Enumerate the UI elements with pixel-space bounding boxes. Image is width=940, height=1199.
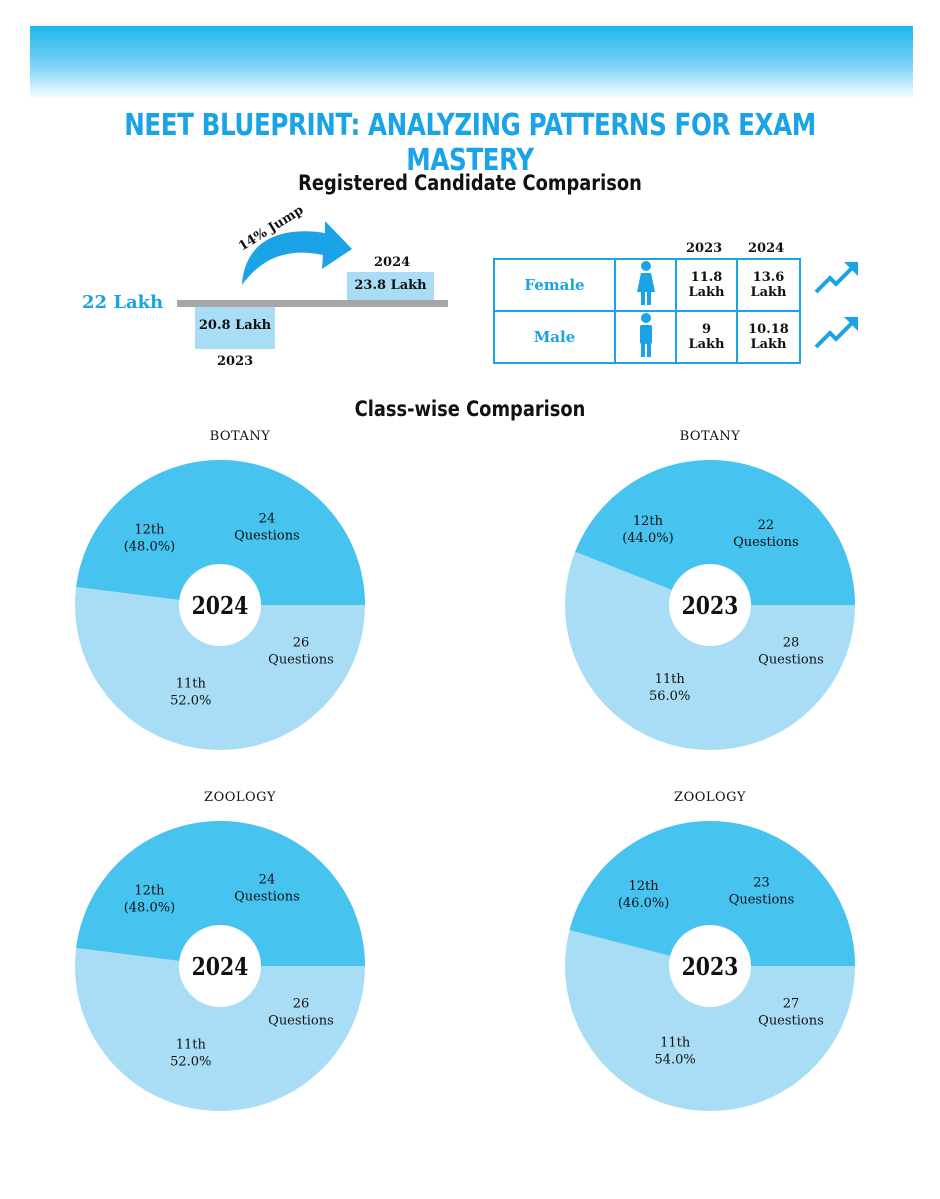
female-2024-value: 13.6 Lakh [736,258,801,312]
chart-title-zoology-2023: ZOOLOGY [674,790,746,805]
pie-chart-botany-2023: 2023 22 Questions 12th (44.0%) 28 Questions 11t… [565,459,855,750]
slice-12th [575,459,855,605]
questions-label-12th: 24 Questions [234,512,300,544]
center-year-label: 2023 [682,953,739,981]
class-label-12th: 12th (48.0%) [124,522,175,554]
class-label-11th: 11th 56.0% [649,672,690,704]
questions-label-11th: 27 Questions [758,997,824,1029]
class-label-11th: 11th 52.0% [170,1037,211,1069]
gender-table: Female 11.8 Lakh 13.6 Lakh Male 9 Lakh 1… [493,258,801,364]
bar-2023-value: 20.8 Lakh [198,318,272,333]
classwise-section-title: Class-wise Comparison [354,397,586,421]
questions-label-12th: 22 Questions [733,518,799,550]
male-2023-value: 9 Lakh [675,310,738,364]
row-label-female: Female [493,258,616,312]
donut-hole [669,925,751,1007]
questions-label-11th: 26 Questions [268,997,334,1029]
slice-12th [569,821,855,966]
gender-header-2024: 2024 [748,241,785,256]
questions-label-12th: 24 Questions [234,873,300,905]
class-label-12th: 12th (44.0%) [622,514,673,546]
header-banner [30,26,913,100]
male-2024-value: 10.18 Lakh [736,310,801,364]
table-row: Female 11.8 Lakh 13.6 Lakh [493,258,801,312]
bar-2023-year: 2023 [217,354,254,369]
table-row: Male 9 Lakh 10.18 Lakh [493,310,801,364]
bar-2023: 20.8 Lakh [195,307,275,349]
donut-hole [179,564,261,646]
baseline-line [177,300,448,307]
baseline-label: 22 Lakh [82,292,164,313]
center-year-label: 2023 [682,592,739,620]
class-label-11th: 11th 54.0% [654,1035,695,1067]
slice-12th [76,820,365,966]
chart-title-botany-2024: BOTANY [209,429,271,444]
trend-up-icon [814,317,858,349]
center-year-label: 2024 [192,592,249,620]
bar-2024: 23.8 Lakh [347,272,434,300]
male-icon [614,310,677,364]
class-label-11th: 11th 52.0% [170,676,211,708]
female-icon [614,258,677,312]
pie-chart-zoology-2023: 2023 23 Questions 12th (46.0%) 27 Questions 11t… [565,821,855,1111]
row-label-male: Male [493,310,616,364]
donut-hole [669,564,751,646]
gender-header-2023: 2023 [686,241,723,256]
pie-chart-botany-2024: 2024 24 Questions 12th (48.0%) 26 Questions 11t… [75,459,365,750]
questions-label-12th: 23 Questions [729,876,795,908]
class-label-12th: 12th (48.0%) [124,883,175,915]
trend-up-icon [814,262,858,294]
pie-chart-zoology-2024: 2024 24 Questions 12th (48.0%) 26 Questions 11t… [75,820,365,1111]
jump-arrow-icon: 14% Jump [236,205,352,285]
questions-label-11th: 28 Questions [758,636,824,668]
chart-title-zoology-2024: ZOOLOGY [204,790,276,805]
female-2023-value: 11.8 Lakh [675,258,738,312]
donut-hole [179,925,261,1007]
chart-title-botany-2023: BOTANY [679,429,741,444]
page-title: NEET BLUEPRINT: ANALYZING PATTERNS FOR E… [124,108,816,178]
bar-2024-value: 23.8 Lakh [354,278,427,293]
bar-2024-year: 2024 [374,255,411,270]
slice-12th [76,459,365,605]
registration-section-title: Registered Candidate Comparison [298,171,642,195]
questions-label-11th: 26 Questions [268,636,334,668]
class-label-12th: 12th (46.0%) [618,879,669,911]
center-year-label: 2024 [192,953,249,981]
